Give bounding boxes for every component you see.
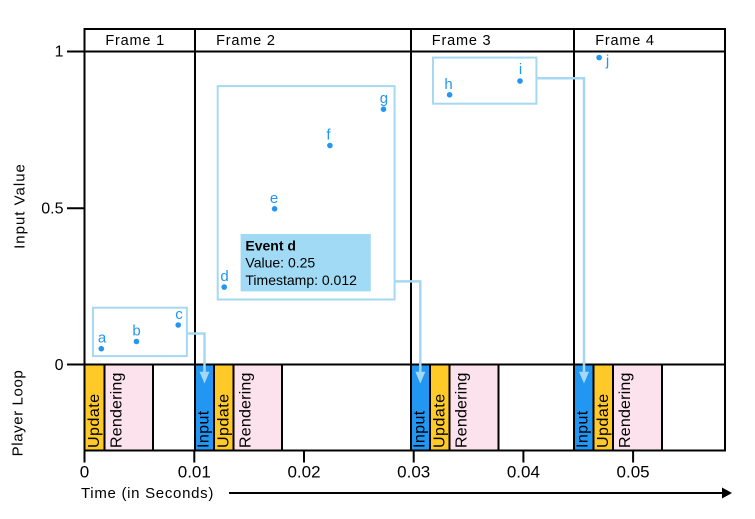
svg-text:Frame 2: Frame 2 bbox=[216, 33, 276, 49]
svg-text:0.05: 0.05 bbox=[617, 462, 650, 481]
svg-text:f: f bbox=[326, 127, 331, 144]
svg-text:a: a bbox=[98, 330, 107, 347]
svg-text:Value: 0.25: Value: 0.25 bbox=[245, 255, 315, 271]
svg-text:Event d: Event d bbox=[245, 238, 296, 254]
svg-text:Rendering: Rendering bbox=[238, 372, 255, 448]
svg-text:0.04: 0.04 bbox=[507, 462, 540, 481]
svg-text:1: 1 bbox=[55, 44, 64, 61]
svg-text:Input: Input bbox=[196, 410, 213, 448]
svg-text:j: j bbox=[605, 53, 609, 70]
svg-text:Frame 4: Frame 4 bbox=[595, 33, 655, 49]
svg-text:h: h bbox=[444, 76, 452, 93]
svg-text:0.03: 0.03 bbox=[397, 462, 430, 481]
svg-text:0.01: 0.01 bbox=[178, 462, 211, 481]
svg-text:Rendering: Rendering bbox=[454, 372, 471, 448]
svg-text:Update: Update bbox=[595, 393, 612, 448]
svg-text:e: e bbox=[270, 190, 278, 207]
svg-text:0: 0 bbox=[80, 462, 89, 481]
svg-text:0: 0 bbox=[55, 357, 64, 374]
svg-text:d: d bbox=[220, 268, 228, 285]
svg-text:Player Loop: Player Loop bbox=[10, 370, 27, 457]
svg-text:c: c bbox=[175, 306, 183, 323]
svg-text:Timestamp: 0.012: Timestamp: 0.012 bbox=[245, 272, 357, 288]
svg-text:Update: Update bbox=[216, 393, 233, 448]
svg-text:Input: Input bbox=[412, 410, 429, 448]
svg-text:Input Value: Input Value bbox=[12, 163, 29, 249]
svg-text:Update: Update bbox=[432, 393, 449, 448]
svg-text:Rendering: Rendering bbox=[617, 372, 634, 448]
svg-text:Input: Input bbox=[575, 410, 592, 448]
svg-text:Frame 1: Frame 1 bbox=[105, 33, 165, 49]
svg-text:Frame 3: Frame 3 bbox=[432, 33, 492, 49]
svg-text:g: g bbox=[380, 90, 388, 107]
svg-text:0.02: 0.02 bbox=[287, 462, 320, 481]
svg-text:Time (in Seconds): Time (in Seconds) bbox=[81, 485, 214, 502]
svg-text:Update: Update bbox=[86, 393, 103, 448]
svg-text:Rendering: Rendering bbox=[109, 372, 126, 448]
svg-text:i: i bbox=[519, 61, 522, 78]
svg-text:b: b bbox=[132, 323, 140, 340]
svg-text:0.5: 0.5 bbox=[41, 200, 63, 217]
